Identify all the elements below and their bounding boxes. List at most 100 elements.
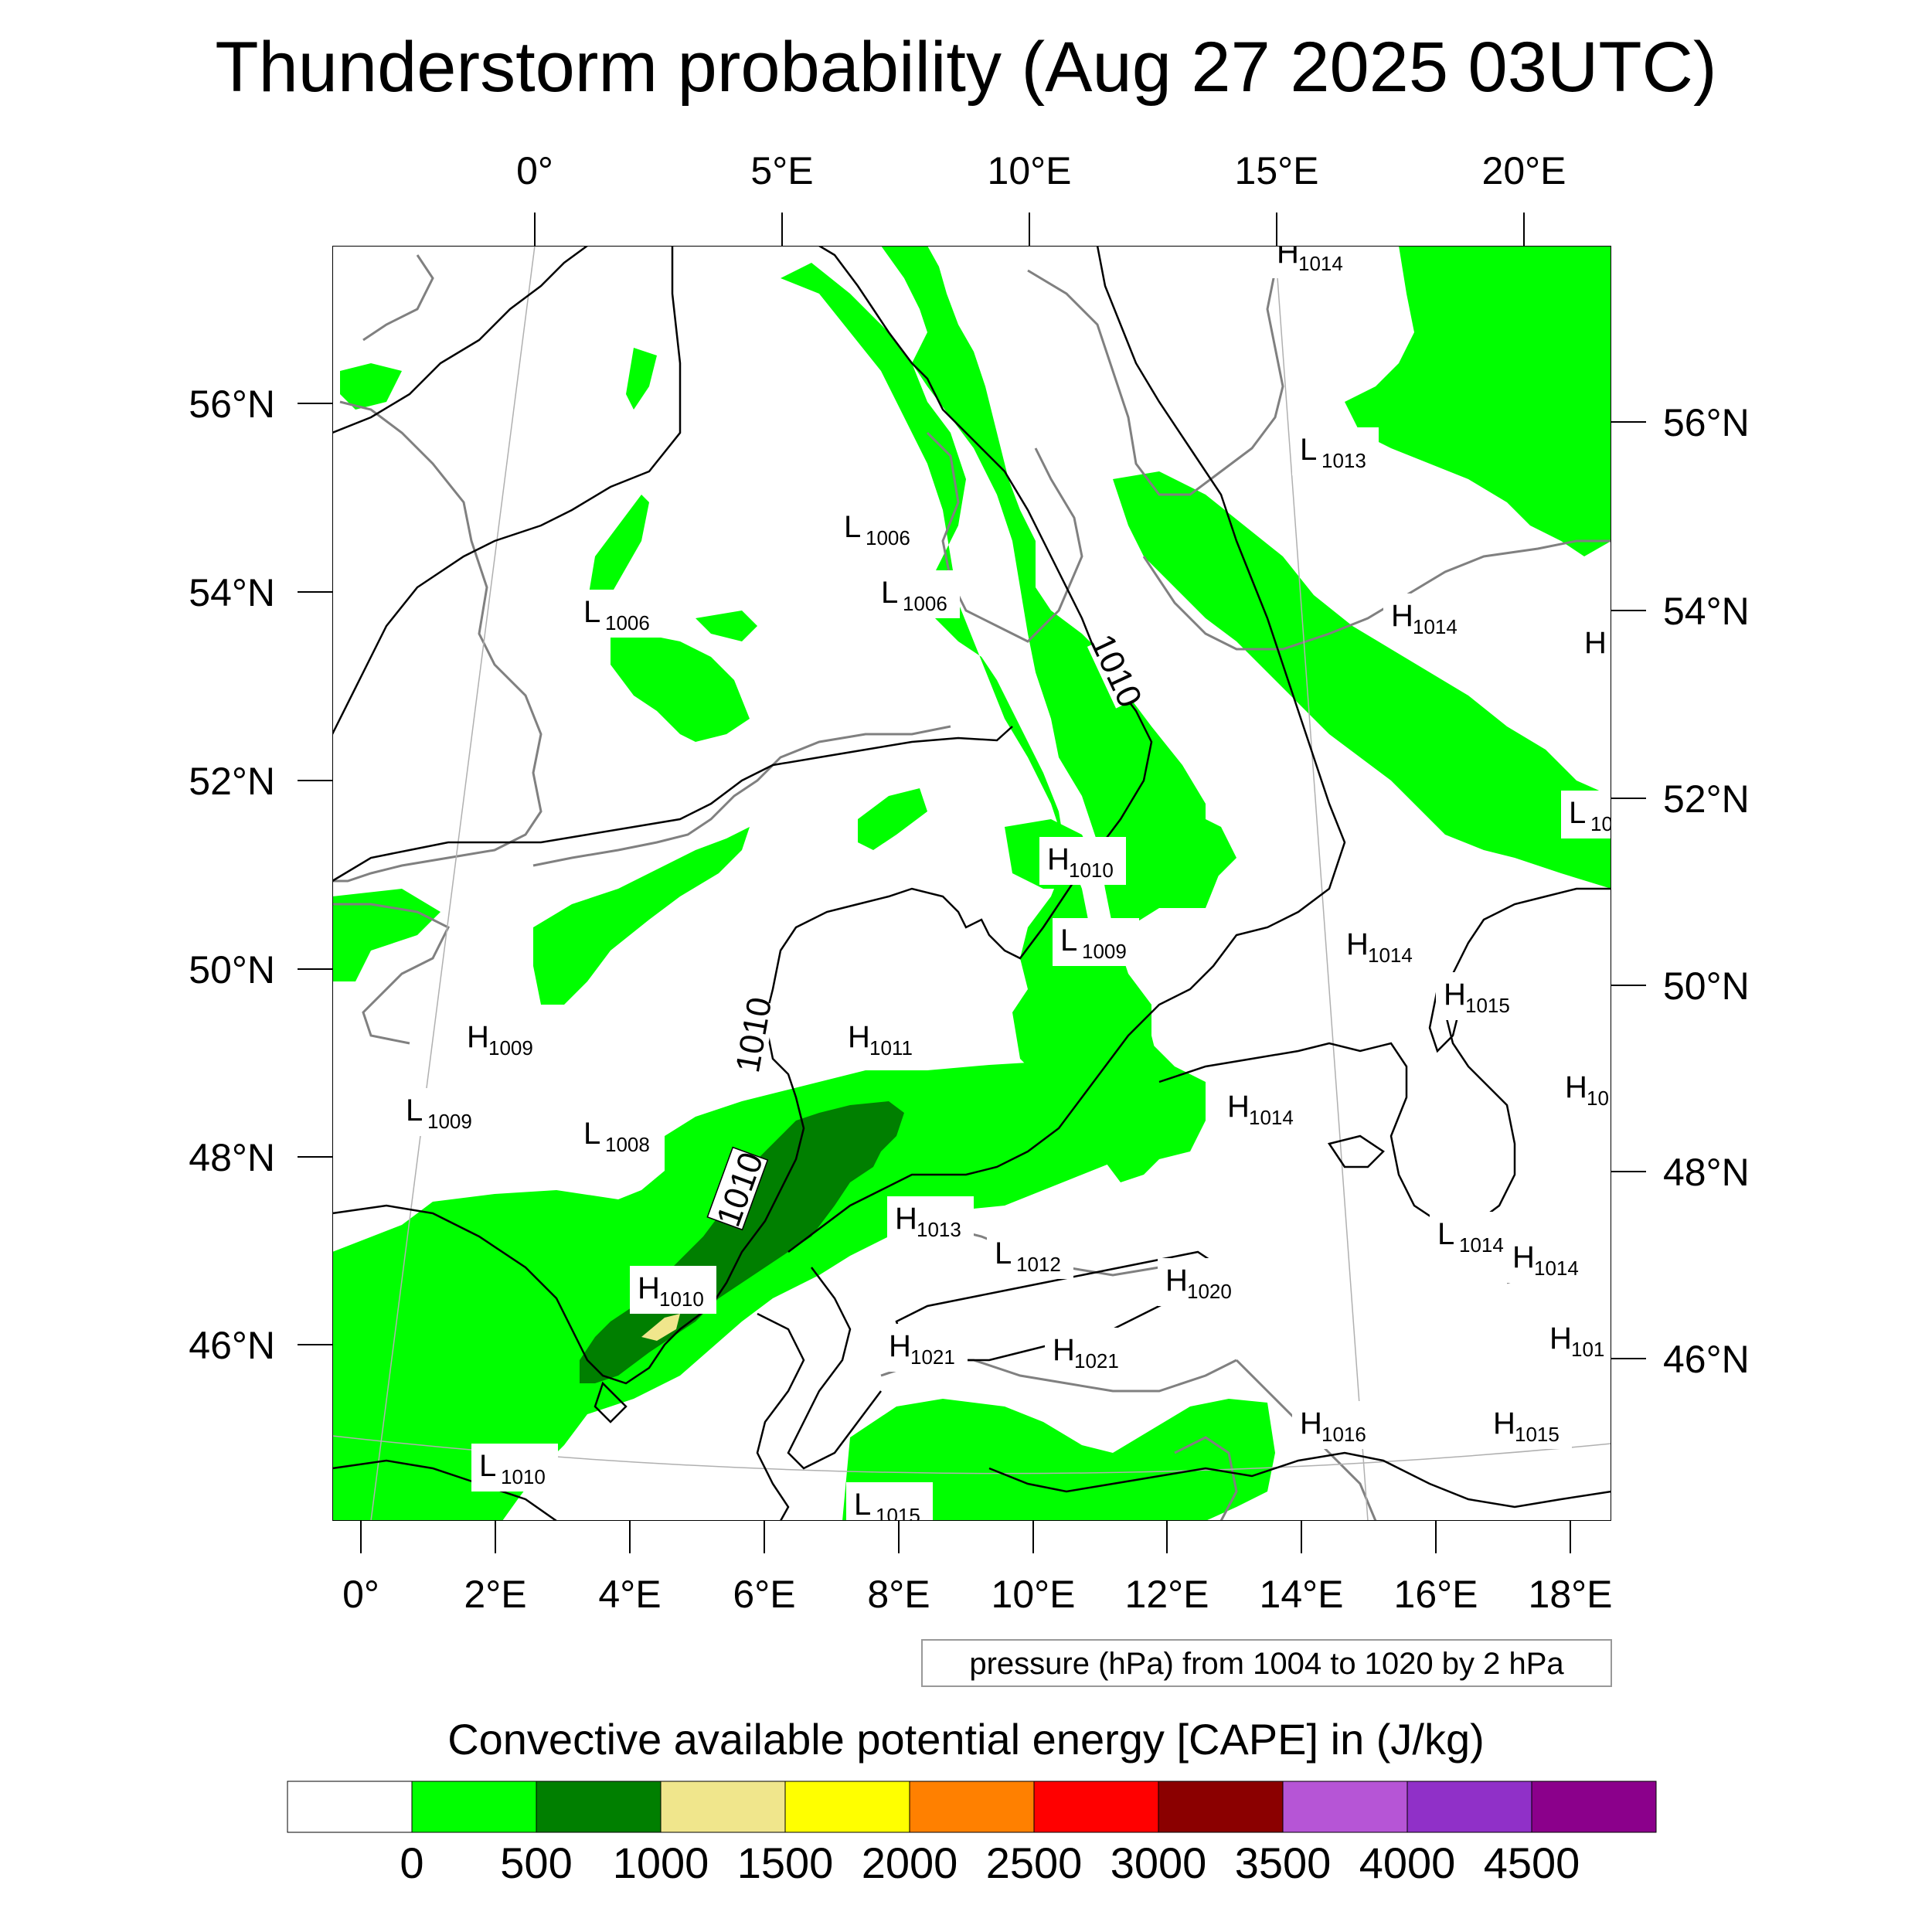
coastline-uk: [332, 254, 543, 883]
pressure-center-value: 1014: [1249, 1106, 1294, 1129]
pressure-center-box: [1219, 1084, 1306, 1132]
bottom-lon-label: 14°E: [1260, 1573, 1344, 1616]
pressure-center: L 1009: [398, 1088, 485, 1136]
contour-label-box-3: [1087, 632, 1147, 709]
pressure-center-value: 1009: [488, 1036, 533, 1060]
pressure-center-type: H: [1047, 842, 1070, 876]
pressure-center: H 1010: [630, 1266, 716, 1314]
pressure-center-box: [873, 570, 960, 618]
pressure-center-box: [1158, 1258, 1244, 1306]
cape-area-benelux: [533, 827, 750, 1005]
pressure-center-value: 1012: [1016, 1253, 1061, 1276]
right-lat-label: 52°N: [1663, 777, 1750, 821]
left-latitude-axis: 56°N 54°N 52°N 50°N 48°N 46°N: [189, 383, 332, 1367]
cape-area-south-alps: [842, 1399, 1275, 1521]
pressure-center: H 1015: [1485, 1401, 1572, 1449]
pressure-center: H 1021: [1045, 1328, 1131, 1376]
colorbar-label: 2000: [862, 1838, 958, 1887]
pressure-center-value: 1010: [659, 1287, 704, 1311]
colorbar: 0 500 1000 1500 2000 2500 3000 3500 4000 4500: [287, 1781, 1657, 1887]
pressure-center-value: 1015: [876, 1504, 920, 1527]
pressure-center-value: 1014: [1413, 615, 1458, 638]
isobar-south: [332, 1459, 557, 1521]
isobar-north: [332, 246, 588, 434]
colorbar-label: 0: [400, 1838, 423, 1887]
right-lat-label: 54°N: [1663, 590, 1750, 633]
bottom-lon-label: 0°: [342, 1573, 379, 1616]
isobar-central: [1158, 887, 1611, 1230]
pressure-center-box: [398, 1088, 485, 1136]
pressure-center-value: 1006: [903, 592, 947, 615]
pressure-center-value: 1014: [1368, 944, 1413, 967]
bottom-longitude-axis: 0° 2°E 4°E 6°E 8°E 10°E 12°E 14°E 16°E 18°E: [342, 1521, 1612, 1616]
pressure-center-box: [987, 1231, 1073, 1279]
left-lat-label: 48°N: [189, 1136, 275, 1179]
pressure-center-type: H: [1227, 1090, 1250, 1124]
cape-area-baltic-band: [1113, 471, 1611, 889]
pressure-center-type: L: [479, 1449, 496, 1483]
pressure-center-type: H: [467, 1020, 489, 1054]
top-lon-label: 0°: [516, 149, 553, 192]
left-lat-label: 46°N: [189, 1324, 275, 1367]
pressure-center-box: [846, 1482, 933, 1521]
bottom-lon-label: 12°E: [1125, 1573, 1209, 1616]
contour-info-box: pressure (hPa) from 1004 to 1020 by 2 hP…: [921, 1639, 1612, 1687]
colorbar-swatch: [784, 1781, 910, 1833]
coastline-sweden: [1027, 246, 1315, 496]
pressure-center-value: 1014: [1534, 1257, 1579, 1280]
right-lat-label: 48°N: [1663, 1151, 1750, 1194]
left-lat-label: 50°N: [189, 948, 275, 992]
pressure-center: H 1015: [1436, 972, 1522, 1020]
pressure-center-type: L: [1437, 1217, 1454, 1251]
bottom-lon-label: 2°E: [464, 1573, 526, 1616]
meridian-15e: [1274, 246, 1369, 1521]
colorbar-title: Convective available potential energy [C…: [447, 1715, 1485, 1764]
pressure-center-type: H: [1584, 626, 1607, 660]
pressure-center-box: [1039, 837, 1126, 885]
pressure-center-value: 1013: [917, 1218, 961, 1241]
pressure-center-box: [1577, 621, 1611, 668]
map-title: Thunderstorm probability (Aug 27 2025 03…: [215, 28, 1716, 107]
bottom-lon-label: 8°E: [867, 1573, 930, 1616]
pressure-center-type: L: [583, 595, 600, 629]
pressure-center-type: L: [1060, 923, 1077, 957]
pressure-center: L 1013: [1292, 427, 1379, 475]
pressure-center-type: H: [1493, 1406, 1515, 1440]
pressure-center-box: [576, 1111, 662, 1159]
colorbar-swatch: [660, 1781, 786, 1833]
pressure-center-value: 1009: [427, 1110, 472, 1133]
pressure-center-type: H: [1391, 599, 1413, 633]
cape-area-northwest-small: [626, 348, 657, 410]
colorbar-label: 3000: [1111, 1838, 1207, 1887]
isobar-1010-west: [332, 246, 1153, 1385]
pressure-center-value: 10: [1587, 1087, 1609, 1110]
isobar-benelux: [332, 726, 1013, 883]
pressure-center-box: [1292, 1401, 1379, 1449]
left-lat-label: 56°N: [189, 383, 275, 426]
pressure-center-value: 1021: [1074, 1349, 1119, 1372]
colorbar-label: 1000: [613, 1838, 709, 1887]
colorbar-label: 4000: [1359, 1838, 1456, 1887]
pressure-center-box: [1505, 1235, 1591, 1283]
cape-area-dutch: [858, 788, 927, 850]
bottom-lon-label: 4°E: [598, 1573, 661, 1616]
coastline-france-benelux: [532, 725, 951, 867]
pressure-center-type: H: [889, 1329, 911, 1363]
right-lat-label: 46°N: [1663, 1338, 1750, 1381]
pressure-center-box: [1053, 918, 1139, 966]
colorbar-swatch: [287, 1781, 413, 1833]
pressure-center: H 1020: [1158, 1258, 1244, 1306]
pressure-center-value: 1015: [1465, 994, 1510, 1017]
pressure-center: H 1013: [887, 1196, 974, 1244]
cape-area-uk-east: [340, 363, 402, 410]
pressure-center-type: H: [1512, 1240, 1535, 1274]
pressure-center-type: H: [1300, 1406, 1322, 1440]
cape-area-scandinavia-north: [1345, 246, 1611, 556]
pressure-center: H 101: [1542, 1316, 1611, 1364]
pressure-center-box: [840, 1015, 927, 1063]
pressure-center-type: H: [895, 1202, 917, 1236]
contour-info-text: pressure (hPa) from 1004 to 1020 by 2 hP…: [969, 1647, 1564, 1681]
pressure-center: L 1006: [576, 590, 662, 638]
pressure-center-type: L: [854, 1488, 871, 1522]
